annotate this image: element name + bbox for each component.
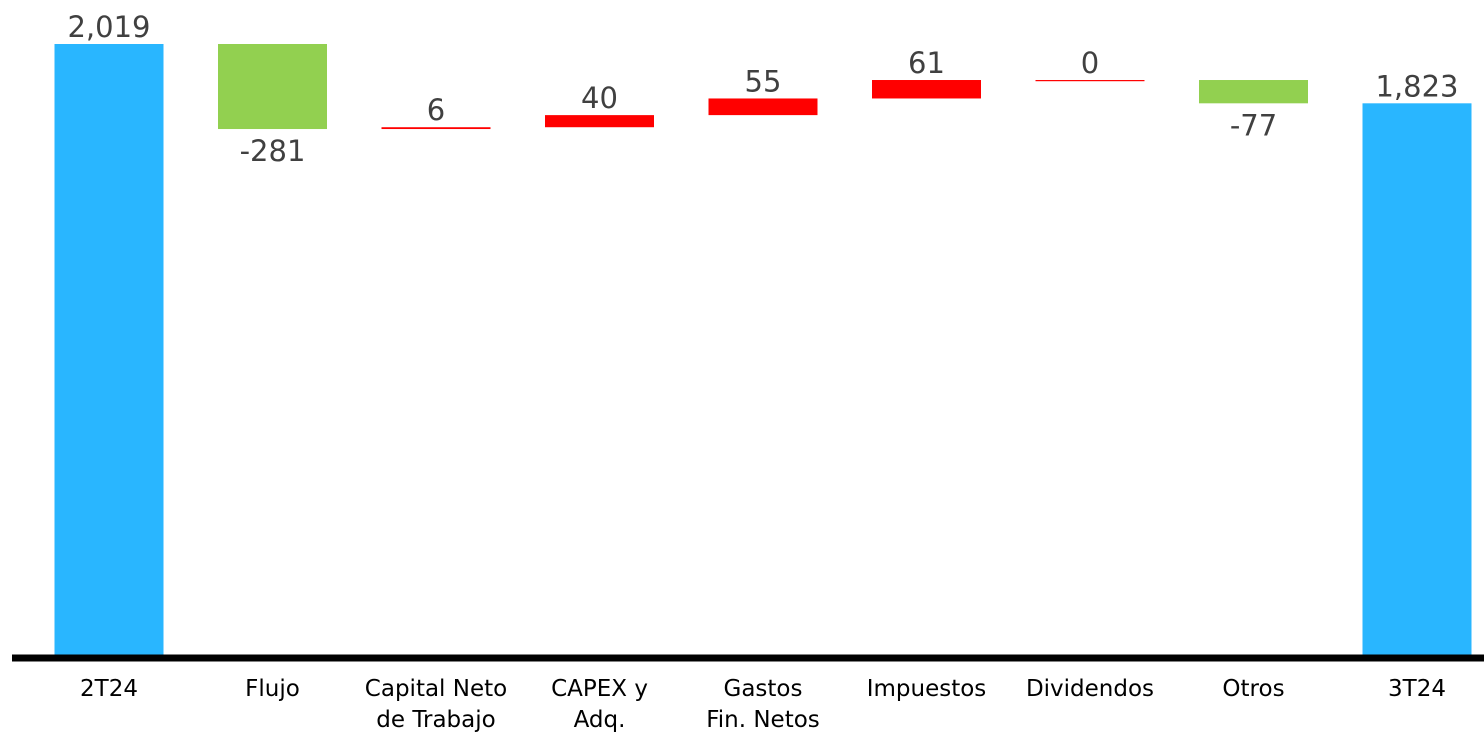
category-label-1: Flujo (245, 676, 300, 702)
bar-3 (545, 115, 654, 128)
category-label-line: CAPEX y (551, 676, 648, 702)
value-label-3: 40 (581, 81, 618, 115)
value-label-1: -281 (240, 134, 306, 168)
value-label-7: -77 (1230, 108, 1277, 142)
category-label-0: 2T24 (80, 676, 138, 702)
bar-5 (872, 80, 981, 99)
category-label-line: 3T24 (1388, 676, 1446, 702)
category-label-3: CAPEX y Adq. (551, 676, 648, 733)
category-label-6: Dividendos (1026, 676, 1154, 702)
value-labels-group: 2,019 -281 6 40 55 61 0 -77 1,823 (67, 10, 1458, 168)
value-label-0: 2,019 (67, 10, 150, 44)
category-labels-group: 2T24 Flujo Capital Neto de Trabajo CAPEX y Ad… (80, 676, 1446, 733)
category-label-line: Capital Neto (365, 676, 507, 702)
category-label-8: 3T24 (1388, 676, 1446, 702)
category-label-4: Gastos Fin. Netos (706, 676, 820, 733)
category-label-line: Impuestos (867, 676, 987, 702)
category-label-2: Capital Neto de Trabajo (365, 676, 507, 733)
bar-8 (1362, 103, 1472, 655)
value-label-5: 61 (908, 46, 945, 80)
value-label-6: 0 (1081, 46, 1099, 80)
bars-group (54, 44, 1472, 655)
category-label-line: Fin. Netos (706, 707, 820, 733)
category-label-7: Otros (1222, 676, 1284, 702)
value-label-4: 55 (745, 64, 782, 98)
category-label-line: Adq. (574, 707, 626, 733)
bar-7 (1199, 80, 1308, 104)
category-label-line: Flujo (245, 676, 300, 702)
bar-6 (1035, 80, 1145, 82)
value-label-8: 1,823 (1375, 69, 1458, 103)
category-label-line: Otros (1222, 676, 1284, 702)
bar-4 (708, 98, 818, 116)
category-label-5: Impuestos (867, 676, 987, 702)
category-label-line: Dividendos (1026, 676, 1154, 702)
bar-0 (54, 44, 164, 655)
bar-1 (218, 44, 327, 130)
category-label-line: Gastos (724, 676, 803, 702)
category-label-line: de Trabajo (376, 707, 495, 733)
category-label-line: 2T24 (80, 676, 138, 702)
value-label-2: 6 (427, 93, 445, 127)
bar-2 (381, 127, 491, 130)
